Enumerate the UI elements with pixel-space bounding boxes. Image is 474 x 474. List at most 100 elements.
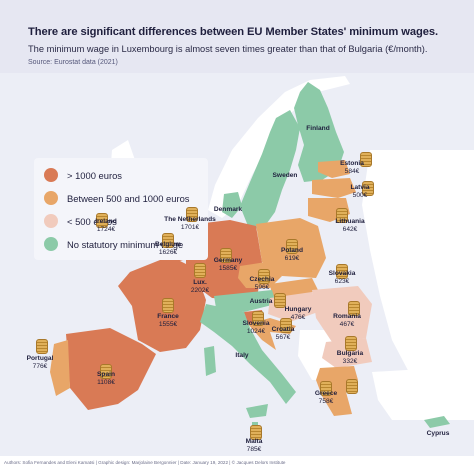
region-denmark — [222, 192, 242, 218]
coin-stack-icon — [345, 336, 357, 351]
country-label-spain: Spain 1108€ — [97, 371, 115, 387]
country-label-germany: Germany 1585€ — [214, 257, 243, 273]
wage-value: 776€ — [32, 363, 48, 370]
country-name: Czechia — [249, 276, 275, 283]
credits-text: Authors: Sofia Fernandes and Eleni Kamat… — [4, 460, 286, 465]
country-name: Austria — [249, 298, 273, 305]
coin-stack-icon — [186, 207, 198, 222]
region-finland — [294, 82, 344, 182]
region-italy — [200, 304, 296, 404]
wage-value: 1024€ — [246, 328, 266, 335]
country-label-greece: Greece 758€ — [315, 390, 337, 406]
wage-value: 500€ — [352, 192, 368, 199]
country-label-netherlands: The Netherlands 1701€ — [164, 216, 216, 232]
coin-stack-icon — [346, 379, 358, 394]
country-label-lithuania: Lithuania 642€ — [335, 218, 364, 234]
legend-label: > 1000 euros — [67, 169, 122, 181]
region-cyprus — [424, 416, 450, 428]
region-austria — [214, 290, 276, 312]
country-label-hungary: Hungary 476€ — [285, 306, 312, 322]
region-latvia — [312, 178, 356, 198]
coin-stack-icon — [336, 208, 348, 223]
legend: > 1000 euros Between 500 and 1000 euros … — [34, 158, 208, 260]
country-name: Belgium — [154, 241, 182, 248]
country-label-latvia: Latvia 500€ — [350, 184, 369, 200]
wage-value: 1585€ — [218, 265, 238, 272]
wage-value: 1626€ — [158, 249, 178, 256]
wage-value: 467€ — [339, 321, 355, 328]
coin-stack-icon — [286, 239, 298, 254]
country-name: Slovenia — [242, 320, 270, 327]
country-label-sweden: Sweden — [273, 172, 298, 180]
country-label-ireland: Ireland 1724€ — [95, 218, 117, 234]
wage-value: 476€ — [290, 314, 306, 321]
region-bulgaria — [322, 338, 372, 368]
footer: Authors: Sofia Fernandes and Eleni Kamat… — [0, 456, 474, 474]
legend-item: Between 500 and 1000 euros — [44, 189, 190, 207]
region-greece — [316, 366, 358, 416]
country-label-portugal: Portugal 776€ — [27, 355, 54, 371]
country-name: Estonia — [340, 160, 364, 167]
country-name: Slovakia — [328, 270, 356, 277]
coin-stack-icon — [274, 293, 286, 308]
legend-label: No statutory minimum wage — [67, 238, 184, 250]
coin-stack-icon — [348, 301, 360, 316]
legend-swatch — [44, 168, 58, 182]
region-estonia — [318, 160, 350, 178]
country-label-cyprus: Cyprus — [427, 430, 450, 438]
coin-stack-icon — [250, 425, 262, 440]
legend-item: > 1000 euros — [44, 166, 122, 184]
country-name: Spain — [97, 371, 115, 378]
region-portugal — [50, 340, 70, 396]
country-name: Finland — [306, 125, 330, 132]
source-note: Source: Eurostat data (2021) — [28, 59, 118, 66]
country-label-croatia: Croatia 567€ — [272, 326, 295, 342]
region-sicily — [246, 404, 268, 418]
wage-value: 584€ — [344, 168, 360, 175]
wage-value: 1724€ — [96, 226, 116, 233]
coin-stack-icon — [362, 181, 374, 196]
country-label-malta: Malta 785€ — [246, 438, 263, 454]
country-name: Lithuania — [335, 218, 365, 225]
wage-value: 2202€ — [190, 287, 210, 294]
country-label-romania: Romania 467€ — [333, 313, 361, 329]
country-name: Malta — [245, 438, 263, 445]
country-name: Lux. — [193, 279, 207, 286]
country-label-poland: Poland 619€ — [281, 247, 303, 263]
country-name: Bulgaria — [336, 350, 364, 357]
country-label-estonia: Estonia 584€ — [340, 160, 364, 176]
wage-value: 1108€ — [97, 379, 115, 386]
wage-value: 623€ — [334, 278, 350, 285]
region-sardinia — [204, 346, 216, 376]
country-name: The Netherlands — [164, 216, 216, 223]
wage-value: 332€ — [342, 358, 358, 365]
coin-stack-icon — [258, 269, 270, 284]
country-name: Portugal — [26, 355, 54, 362]
coin-stack-icon — [162, 233, 174, 248]
legend-item: < 500 euros — [44, 212, 117, 230]
country-name: Sweden — [272, 172, 298, 179]
region-romania — [312, 286, 372, 342]
country-label-luxembourg: Lux. 2202€ — [191, 279, 209, 295]
wage-value: 619€ — [284, 255, 300, 262]
country-label-belgium: Belgium 1626€ — [155, 241, 181, 257]
country-label-austria: Austria — [250, 298, 273, 306]
coin-stack-icon — [36, 339, 48, 354]
region-sweden — [240, 110, 300, 230]
coin-stack-icon — [252, 311, 264, 326]
country-label-bulgaria: Bulgaria 332€ — [337, 350, 363, 366]
country-name: Croatia — [271, 326, 295, 333]
coin-stack-icon — [320, 381, 332, 396]
country-name: Cyprus — [426, 430, 450, 437]
wage-value: 596€ — [254, 284, 270, 291]
legend-item: No statutory minimum wage — [44, 235, 183, 253]
coin-stack-icon — [220, 248, 232, 263]
coin-stack-icon — [162, 298, 174, 313]
coin-stack-icon — [194, 263, 206, 278]
coin-stack-icon — [336, 264, 348, 279]
coin-stack-icon — [96, 213, 108, 228]
wage-value: 642€ — [342, 226, 358, 233]
land-background-east — [362, 150, 474, 380]
wage-value: 1701€ — [180, 224, 200, 231]
wage-value: 1555€ — [158, 321, 178, 328]
